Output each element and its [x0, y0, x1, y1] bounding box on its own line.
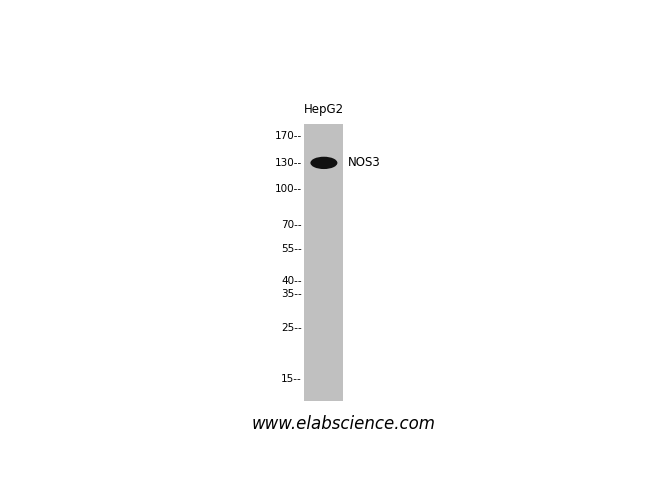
Text: 35--: 35--: [281, 289, 302, 299]
Text: 40--: 40--: [281, 276, 302, 285]
Text: www.elabscience.com: www.elabscience.com: [251, 416, 436, 434]
Text: 170--: 170--: [275, 131, 302, 141]
Text: 15--: 15--: [281, 374, 302, 384]
Text: 55--: 55--: [281, 244, 302, 254]
Text: HepG2: HepG2: [304, 103, 344, 116]
Bar: [304, 124, 343, 400]
Text: 70--: 70--: [281, 220, 302, 230]
Text: 25--: 25--: [281, 322, 302, 332]
Text: 100--: 100--: [275, 184, 302, 194]
Text: NOS3: NOS3: [348, 156, 381, 170]
Ellipse shape: [310, 156, 338, 169]
Text: 130--: 130--: [275, 158, 302, 168]
